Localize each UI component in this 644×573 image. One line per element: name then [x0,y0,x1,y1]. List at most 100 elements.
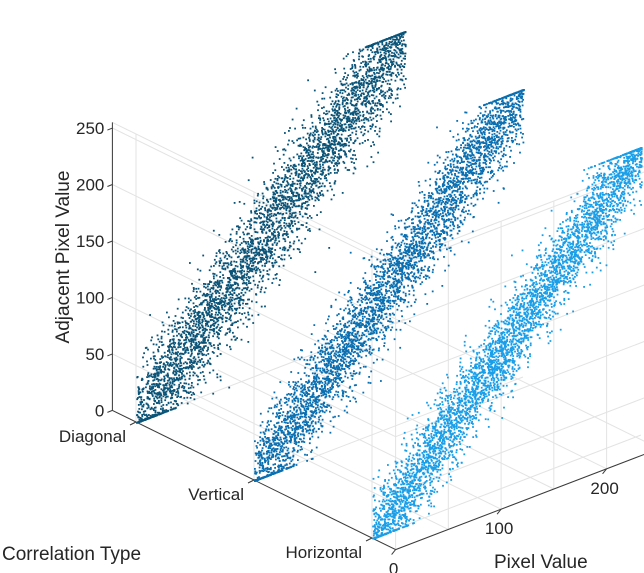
scatter-point [309,160,312,162]
scatter-point [381,94,384,97]
scatter-point [221,265,224,268]
scatter-point [369,44,372,47]
scatter-point [361,89,364,92]
scatter-point [302,177,304,180]
scatter-point [387,308,390,311]
scatter-point [360,103,363,105]
scatter-point [265,256,267,258]
scatter-point [238,293,240,295]
scatter-point [367,100,370,103]
scatter-point [235,309,238,312]
scatter-point [287,164,289,166]
scatter-point [353,110,356,112]
scatter-point [180,364,183,367]
scatter-point [308,138,311,141]
scatter-point [243,202,246,205]
scatter-point [354,167,357,170]
scatter-point [375,281,378,284]
scatter-point [226,344,228,347]
scatter-point [321,97,324,100]
scatter-point [201,319,204,322]
scatter-point [305,148,308,150]
scatter-point [387,270,390,272]
scatter-point [339,149,341,152]
scatter-point [327,165,330,168]
scatter-point [384,64,386,67]
scatter-point [198,328,200,331]
scatter-point [273,241,276,244]
scatter-point [194,311,196,313]
scatter-point [218,281,220,284]
scatter-point [325,322,327,325]
scatter-point [260,277,263,280]
scatter-point [175,351,177,354]
scatter-point [218,285,221,288]
scatter-point [384,95,387,97]
scatter-point [510,149,512,152]
scatter-point [486,149,489,152]
scatter-point [224,254,227,257]
scatter-point [346,139,348,142]
scatter-point [268,468,270,470]
scatter-point [358,82,361,85]
scatter-point [214,322,216,325]
scatter-point [247,313,250,316]
scatter-point [302,169,305,172]
scatter-point [181,367,184,370]
scatter-point [175,407,177,409]
scatter-point [296,205,298,208]
scatter-points [136,31,643,540]
scatter-point [266,221,269,224]
scatter-point [338,114,340,117]
scatter-point [141,413,144,416]
scatter-point [271,238,274,240]
scatter-point [322,164,324,166]
scatter-point [137,390,140,392]
scatter-point [230,273,233,275]
scatter-point [370,68,373,71]
scatter-point [401,52,404,55]
scatter-point [187,358,189,361]
scatter-point [168,357,171,359]
scatter-point [226,311,229,314]
scatter-point [348,93,351,96]
scatter-point [444,190,447,193]
scatter-point [470,119,473,122]
scatter-point [508,130,511,133]
scatter-point [255,221,258,224]
scatter-point [183,332,186,335]
scatter-point [332,325,335,327]
scatter-point [327,172,330,175]
scatter-point [244,250,246,252]
scatter-point [363,97,365,100]
scatter-point [157,384,160,386]
scatter-point [478,141,481,143]
scatter-point [514,102,517,105]
scatter-point [323,128,326,131]
scatter-point [214,316,217,319]
scatter-point [366,45,369,48]
scatter-point [362,66,365,68]
scatter-point [259,236,262,239]
scatter-point [153,357,155,360]
scatter-point [207,339,209,342]
scatter-point [267,235,270,238]
scatter-point [278,220,281,223]
scatter-point [165,393,168,396]
scatter-point [394,227,397,230]
scatter-point [229,239,231,241]
scatter-point [191,348,193,351]
scatter-point [197,321,200,323]
scatter-point [276,242,279,245]
scatter-point [264,226,266,229]
scatter-point [380,275,383,278]
scatter-point [216,281,219,284]
scatter-point [254,238,257,241]
scatter-point [197,360,199,363]
scatter-point [346,76,348,79]
scatter-point [309,398,311,400]
scatter-point [245,256,248,259]
scatter-point [337,169,339,172]
scatter-point [397,41,400,43]
scatter-point [255,217,257,220]
